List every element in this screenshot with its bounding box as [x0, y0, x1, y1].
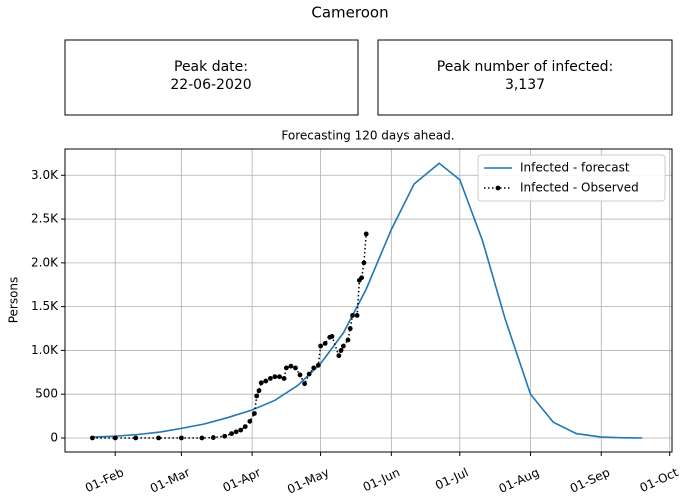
legend-marker [495, 185, 501, 191]
data-point [133, 435, 139, 441]
data-point [354, 312, 360, 318]
data-point [283, 365, 289, 371]
data-point [302, 381, 308, 387]
data-point [263, 378, 269, 384]
data-point [89, 435, 95, 441]
data-point [247, 418, 253, 424]
x-tick-label: 01-May [285, 465, 331, 496]
legend-box [477, 154, 666, 202]
data-point [238, 427, 244, 433]
data-point [359, 275, 365, 281]
y-tick-label: 3.0K [31, 168, 59, 182]
x-tick-label: 01-Feb [83, 465, 126, 495]
chart-subtitle: Forecasting 120 days ahead. [281, 129, 454, 143]
x-tick-label: 01-Apr [221, 465, 263, 495]
y-tick-label: 1.0K [31, 343, 59, 357]
data-point [363, 231, 369, 237]
data-point [256, 388, 262, 394]
data-point [361, 260, 367, 266]
data-point [267, 376, 273, 381]
y-tick-label: 2.0K [31, 255, 59, 269]
panel-value: 3,137 [505, 77, 545, 93]
figure-title: Cameroon [311, 4, 388, 22]
data-point [112, 435, 118, 441]
data-point [322, 341, 328, 346]
data-point [329, 334, 335, 339]
series-line [92, 162, 643, 439]
data-point [336, 353, 342, 359]
x-tick-label: 01-Sep [568, 465, 612, 496]
legend-label: Infected - forecast [520, 161, 630, 175]
data-point [281, 376, 287, 381]
panel-box [377, 39, 673, 116]
data-point [350, 312, 355, 318]
data-point [178, 435, 184, 441]
panel-box [64, 39, 359, 116]
data-point [297, 372, 303, 378]
panel-label: Peak number of infected: [437, 59, 613, 75]
data-point [345, 337, 351, 343]
data-point [210, 435, 216, 440]
y-axis-label: Persons [7, 277, 21, 324]
data-point [252, 411, 257, 416]
series-line [92, 233, 367, 439]
data-point [277, 374, 282, 380]
data-point [222, 433, 228, 439]
data-point [288, 363, 294, 369]
data-point [156, 435, 161, 441]
data-point [338, 348, 344, 353]
plot-frame [64, 148, 673, 453]
data-point [347, 326, 353, 331]
data-point [318, 343, 323, 349]
data-point [258, 380, 264, 386]
data-point [254, 393, 260, 399]
legend-label: Infected - Observed [520, 181, 639, 195]
panel-label: Peak date: [174, 59, 248, 75]
panel-value: 22-06-2020 [170, 77, 251, 93]
data-point [229, 431, 234, 437]
data-point [272, 374, 278, 380]
data-point [315, 362, 321, 368]
y-tick-label: 500 [35, 387, 58, 401]
data-point [293, 365, 298, 371]
data-point [306, 371, 312, 377]
x-tick-label: 01-Oct [638, 465, 681, 495]
y-tick-label: 0 [50, 430, 58, 444]
data-point [199, 435, 205, 441]
data-point [311, 365, 317, 371]
data-point [340, 343, 346, 349]
x-tick-label: 01-Aug [497, 465, 542, 496]
x-tick-label: 01-Jul [433, 465, 470, 492]
y-tick-label: 2.5K [31, 212, 59, 226]
x-tick-label: 01-Mar [148, 465, 192, 496]
data-point [233, 429, 239, 435]
y-tick-label: 1.5K [31, 299, 59, 313]
data-point [242, 424, 248, 430]
x-tick-label: 01-Jun [361, 465, 402, 494]
